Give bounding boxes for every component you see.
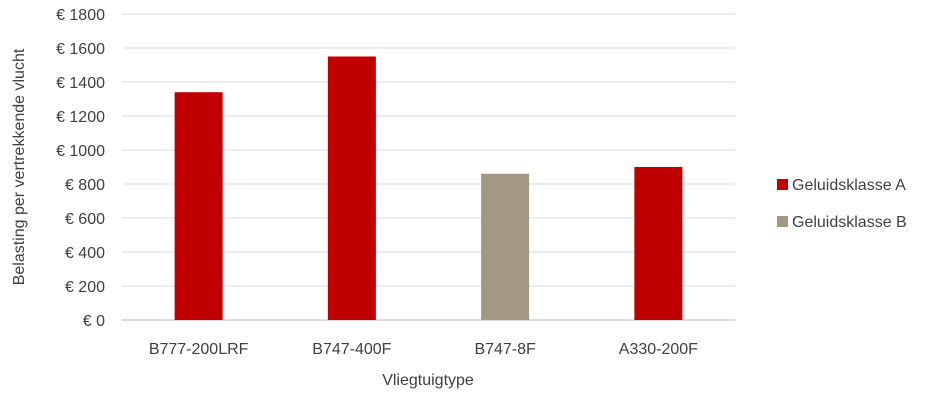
- bar-a330-200f: [634, 167, 683, 320]
- y-tick-label: € 200: [65, 279, 105, 296]
- legend-swatch: [777, 179, 788, 190]
- y-tick-label: € 1400: [56, 75, 105, 92]
- y-tick-label: € 800: [65, 177, 105, 194]
- bar-b747-400f: [327, 56, 376, 320]
- legend-label: Geluidsklasse A: [792, 177, 906, 194]
- x-tick-label: B777-200LRF: [149, 341, 249, 358]
- y-tick-label: € 1000: [56, 143, 105, 160]
- x-tick-label: A330-200F: [619, 341, 698, 358]
- x-tick-label: B747-400F: [312, 341, 391, 358]
- x-axis-tick-labels: B777-200LRF B747-400F B747-8F A330-200F: [149, 341, 698, 358]
- y-tick-label: € 1600: [56, 41, 105, 58]
- y-tick-label: € 1200: [56, 109, 105, 126]
- x-axis-title: Vliegtuigtype: [382, 372, 474, 389]
- y-axis-tick-labels: € 0 € 200 € 400 € 600 € 800 € 1000 € 1200 € 140…: [56, 7, 105, 330]
- x-tick-label: B747-8F: [474, 341, 536, 358]
- legend: Geluidsklasse A Geluidsklasse B: [777, 177, 907, 231]
- y-axis-title: Belasting per vertrekkende vlucht: [11, 48, 28, 285]
- y-tick-label: € 1800: [56, 7, 105, 24]
- bar-b747-8f: [481, 173, 530, 320]
- bar-b777-200lrf: [174, 92, 223, 320]
- legend-swatch: [777, 216, 788, 227]
- y-tick-label: € 0: [83, 313, 105, 330]
- legend-label: Geluidsklasse B: [792, 214, 907, 231]
- y-tick-label: € 400: [65, 245, 105, 262]
- grid-lines: [122, 13, 735, 321]
- y-tick-label: € 600: [65, 211, 105, 228]
- bars: [174, 56, 683, 320]
